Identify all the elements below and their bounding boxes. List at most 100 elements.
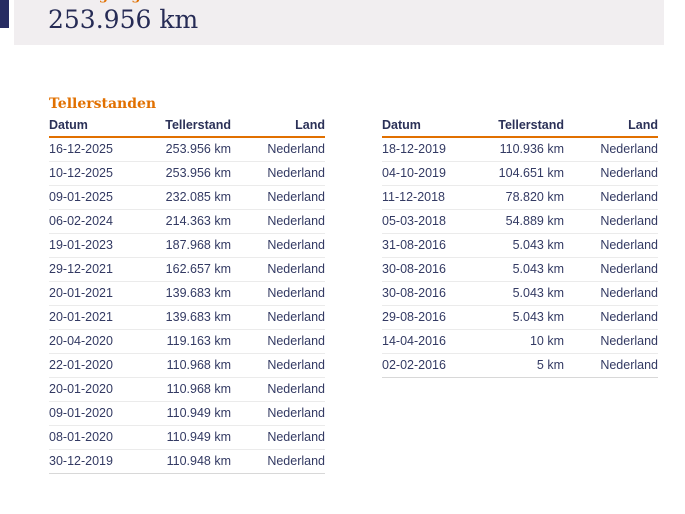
- cell-land: Nederland: [564, 209, 658, 234]
- table-header-row: Datum Tellerstand Land: [382, 118, 658, 138]
- table-row: 29-12-2021 162.657 km Nederland: [49, 257, 325, 282]
- cell-tellerstand: 110.968 km: [164, 353, 231, 378]
- cell-land: Nederland: [231, 449, 325, 474]
- cell-land: Nederland: [231, 425, 325, 450]
- cell-datum: 14-04-2016: [382, 329, 497, 354]
- cell-land: Nederland: [231, 161, 325, 186]
- cell-datum: 06-02-2024: [49, 209, 164, 234]
- cell-tellerstand: 110.949 km: [164, 425, 231, 450]
- cell-datum: 05-03-2018: [382, 209, 497, 234]
- cell-datum: 04-10-2019: [382, 161, 497, 186]
- cell-land: Nederland: [564, 305, 658, 330]
- cell-tellerstand: 119.163 km: [164, 329, 231, 354]
- latest-odometer-value: 253.956 km: [48, 5, 199, 34]
- cell-datum: 22-01-2020: [49, 353, 164, 378]
- cell-tellerstand: 139.683 km: [164, 305, 231, 330]
- latest-odometer-panel: Laatst geregistreerde tellerstand 253.95…: [14, 0, 664, 45]
- cell-land: Nederland: [564, 329, 658, 354]
- column-header-datum: Datum: [49, 118, 164, 138]
- table-row: 06-02-2024 214.363 km Nederland: [49, 209, 325, 234]
- cell-land: Nederland: [231, 257, 325, 282]
- cell-datum: 29-12-2021: [49, 257, 164, 282]
- latest-odometer-label: Laatst geregistreerde tellerstand: [49, 0, 290, 3]
- cell-land: Nederland: [231, 377, 325, 402]
- table-row: 20-01-2021 139.683 km Nederland: [49, 281, 325, 306]
- cell-land: Nederland: [564, 281, 658, 306]
- table-row: 30-12-2019 110.948 km Nederland: [49, 449, 325, 474]
- cell-datum: 02-02-2016: [382, 353, 497, 378]
- cell-land: Nederland: [231, 137, 325, 162]
- cell-tellerstand: 5 km: [497, 353, 564, 378]
- cell-datum: 18-12-2019: [382, 137, 497, 162]
- cell-datum: 20-04-2020: [49, 329, 164, 354]
- table-row: 16-12-2025 253.956 km Nederland: [49, 137, 325, 162]
- table-row: 20-04-2020 119.163 km Nederland: [49, 329, 325, 354]
- cell-tellerstand: 5.043 km: [497, 305, 564, 330]
- column-header-datum: Datum: [382, 118, 497, 138]
- cell-land: Nederland: [231, 209, 325, 234]
- cell-datum: 30-08-2016: [382, 257, 497, 282]
- cell-land: Nederland: [564, 353, 658, 378]
- cell-land: Nederland: [231, 305, 325, 330]
- cell-datum: 31-08-2016: [382, 233, 497, 258]
- cell-datum: 10-12-2025: [49, 161, 164, 186]
- cell-datum: 30-12-2019: [49, 449, 164, 474]
- table-row: 02-02-2016 5 km Nederland: [382, 353, 658, 378]
- cell-land: Nederland: [231, 329, 325, 354]
- table-row: 14-04-2016 10 km Nederland: [382, 329, 658, 354]
- table-row: 22-01-2020 110.968 km Nederland: [49, 353, 325, 378]
- cell-tellerstand: 5.043 km: [497, 257, 564, 282]
- cell-tellerstand: 110.948 km: [164, 449, 231, 474]
- cell-tellerstand: 187.968 km: [164, 233, 231, 258]
- table-row: 10-12-2025 253.956 km Nederland: [49, 161, 325, 186]
- cell-land: Nederland: [231, 281, 325, 306]
- cell-tellerstand: 110.949 km: [164, 401, 231, 426]
- cell-datum: 11-12-2018: [382, 185, 497, 210]
- cell-tellerstand: 232.085 km: [164, 185, 231, 210]
- table-row: 09-01-2025 232.085 km Nederland: [49, 185, 325, 210]
- column-header-land: Land: [564, 118, 658, 138]
- cell-land: Nederland: [564, 161, 658, 186]
- table-row: 19-01-2023 187.968 km Nederland: [49, 233, 325, 258]
- cell-tellerstand: 5.043 km: [497, 233, 564, 258]
- cell-land: Nederland: [564, 185, 658, 210]
- odometer-table-right: Datum Tellerstand Land 18-12-2019 110.936…: [382, 118, 658, 378]
- table-row: 31-08-2016 5.043 km Nederland: [382, 233, 658, 258]
- table-row: 30-08-2016 5.043 km Nederland: [382, 257, 658, 282]
- table-row: 09-01-2020 110.949 km Nederland: [49, 401, 325, 426]
- cell-datum: 16-12-2025: [49, 137, 164, 162]
- cell-tellerstand: 110.968 km: [164, 377, 231, 402]
- cell-land: Nederland: [564, 257, 658, 282]
- cell-datum: 09-01-2020: [49, 401, 164, 426]
- cell-land: Nederland: [564, 233, 658, 258]
- cell-datum: 08-01-2020: [49, 425, 164, 450]
- left-edge-navy-bar: [0, 0, 9, 28]
- table-row: 05-03-2018 54.889 km Nederland: [382, 209, 658, 234]
- cell-tellerstand: 78.820 km: [497, 185, 564, 210]
- table-row: 20-01-2021 139.683 km Nederland: [49, 305, 325, 330]
- cell-land: Nederland: [231, 353, 325, 378]
- column-header-tellerstand: Tellerstand: [497, 118, 564, 138]
- odometer-table-left: Datum Tellerstand Land 16-12-2025 253.956…: [49, 118, 325, 474]
- cell-tellerstand: 104.651 km: [497, 161, 564, 186]
- cell-land: Nederland: [564, 137, 658, 162]
- table-row: 30-08-2016 5.043 km Nederland: [382, 281, 658, 306]
- cell-tellerstand: 139.683 km: [164, 281, 231, 306]
- cell-tellerstand: 253.956 km: [164, 161, 231, 186]
- table-row: 04-10-2019 104.651 km Nederland: [382, 161, 658, 186]
- cell-datum: 20-01-2020: [49, 377, 164, 402]
- column-header-tellerstand: Tellerstand: [164, 118, 231, 138]
- section-title-tellerstanden: Tellerstanden: [49, 96, 157, 112]
- table-row: 29-08-2016 5.043 km Nederland: [382, 305, 658, 330]
- cell-tellerstand: 162.657 km: [164, 257, 231, 282]
- cell-tellerstand: 253.956 km: [164, 137, 231, 162]
- table-row: 11-12-2018 78.820 km Nederland: [382, 185, 658, 210]
- table-row: 18-12-2019 110.936 km Nederland: [382, 137, 658, 162]
- cell-datum: 19-01-2023: [49, 233, 164, 258]
- table-row: 08-01-2020 110.949 km Nederland: [49, 425, 325, 450]
- cell-tellerstand: 54.889 km: [497, 209, 564, 234]
- cell-tellerstand: 110.936 km: [497, 137, 564, 162]
- cell-datum: 29-08-2016: [382, 305, 497, 330]
- table-header-row: Datum Tellerstand Land: [49, 118, 325, 138]
- table-row: 20-01-2020 110.968 km Nederland: [49, 377, 325, 402]
